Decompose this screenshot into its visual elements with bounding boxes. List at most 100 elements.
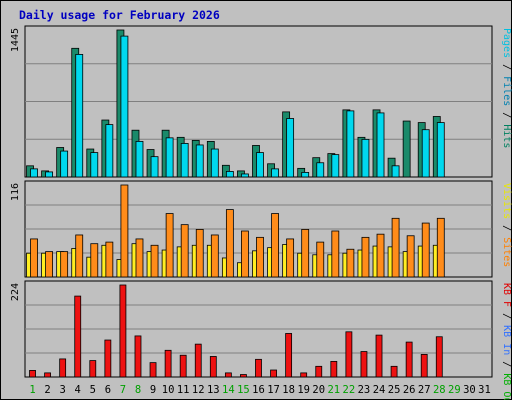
bar-kbf-day-3 (59, 358, 67, 378)
bar-sites-day-22 (346, 248, 355, 278)
legend-label-part: Hits (501, 124, 512, 148)
x-tick-label-day-2: 2 (44, 384, 50, 396)
ymax-label-kbf: 224 (10, 283, 21, 301)
bar-sites-day-7 (120, 184, 129, 278)
x-tick-label-day-17: 17 (267, 384, 280, 396)
bar-sites-day-27 (421, 222, 430, 278)
bar-kbf-day-27 (420, 354, 428, 378)
bar-files-day-16 (256, 152, 264, 178)
bar-kbf-day-14 (224, 372, 232, 378)
bar-kbf-day-10 (164, 349, 172, 378)
legend-label-kbf: KB F / KB In / KB Out (501, 283, 512, 400)
bar-sites-day-5 (90, 243, 99, 278)
bar-sites-day-3 (60, 251, 69, 278)
x-tick-label-day-4: 4 (75, 384, 81, 396)
bar-files-day-7 (120, 35, 129, 178)
bar-files-day-23 (361, 138, 370, 178)
x-tick-label-day-15: 15 (237, 384, 250, 396)
bar-kbf-day-17 (270, 369, 277, 378)
bar-files-day-6 (105, 124, 114, 178)
bar-sites-day-9 (150, 244, 159, 278)
bar-sites-day-8 (135, 238, 144, 278)
x-tick-label-day-23: 23 (358, 384, 371, 396)
bar-kbf-day-19 (300, 372, 308, 378)
panel-visits: 116 Visits / Sites (10, 180, 512, 278)
legend-label-part: / (501, 307, 512, 325)
bar-kbf-day-23 (360, 351, 368, 378)
x-tick-label-day-27: 27 (418, 384, 431, 396)
bar-sites-day-21 (331, 230, 340, 278)
bar-files-day-18 (286, 118, 295, 178)
bar-files-day-3 (60, 150, 69, 178)
bar-kbf-day-8 (134, 335, 142, 378)
x-tick-label-day-7: 7 (120, 384, 126, 396)
x-tick-label-day-18: 18 (282, 384, 295, 396)
legend-label-part: / (501, 355, 512, 373)
bar-files-day-14 (225, 171, 234, 178)
x-tick-label-day-25: 25 (388, 384, 401, 396)
bar-kbf-day-21 (330, 360, 338, 378)
legend-label-part: Visits (501, 183, 512, 219)
x-tick-label-day-11: 11 (177, 384, 190, 396)
bar-sites-day-12 (195, 229, 204, 278)
bar-kbf-day-18 (285, 333, 293, 378)
x-tick-label-day-9: 9 (150, 384, 156, 396)
bar-files-day-24 (376, 112, 385, 178)
bar-files-day-12 (195, 144, 204, 178)
legend-label-part: Pages (501, 28, 512, 58)
chart-title: Daily usage for February 2026 (19, 8, 220, 22)
x-tick-label-day-31: 31 (478, 384, 491, 396)
bar-kbf-day-6 (104, 339, 112, 378)
bar-kbf-day-13 (209, 356, 217, 378)
bar-kbf-day-11 (179, 354, 187, 378)
bar-sites-day-4 (75, 234, 84, 278)
bar-files-day-11 (180, 143, 189, 178)
bar-files-day-5 (90, 152, 99, 178)
legend-label-hits: Pages / Files / Hits (501, 28, 512, 148)
bar-files-day-25 (391, 165, 400, 178)
x-tick-label-day-29: 29 (448, 384, 461, 396)
legend-label-part: Sites (501, 237, 512, 267)
legend-label-part: KB Out (501, 373, 512, 400)
x-tick-label-day-14: 14 (222, 384, 235, 396)
x-tick-label-day-3: 3 (59, 384, 65, 396)
bar-sites-day-18 (286, 238, 295, 278)
bar-kbf-day-2 (44, 372, 51, 378)
legend-label-part: / (501, 219, 512, 237)
bar-files-day-13 (210, 148, 219, 178)
panel-kbf: 224 KB F / KB In / KB Out (10, 280, 512, 400)
bar-files-day-9 (150, 156, 159, 178)
legend-label-visits: Visits / Sites (501, 183, 512, 267)
x-tick-label-day-13: 13 (207, 384, 220, 396)
bar-files-day-2 (45, 171, 53, 178)
bar-files-day-10 (165, 137, 174, 178)
legend-label-part: KB F (501, 283, 512, 307)
bar-sites-day-10 (165, 213, 174, 278)
bar-sites-day-6 (105, 241, 114, 278)
legend-label-part: Files (501, 76, 512, 106)
x-tick-label-day-24: 24 (373, 384, 386, 396)
bar-files-day-20 (316, 162, 325, 178)
x-tick-label-day-28: 28 (433, 384, 446, 396)
bar-kbf-day-9 (149, 362, 157, 378)
x-tick-label-day-19: 19 (297, 384, 310, 396)
ymax-label-hits: 1445 (10, 28, 21, 52)
x-tick-label-day-12: 12 (192, 384, 205, 396)
x-tick-label-day-16: 16 (252, 384, 265, 396)
bar-hits-day-26 (402, 120, 411, 178)
x-tick-label-day-10: 10 (162, 384, 175, 396)
bar-sites-day-24 (376, 233, 385, 278)
bar-kbf-day-12 (194, 343, 202, 378)
legend-label-part: KB In (501, 325, 512, 355)
bar-kbf-day-4 (74, 295, 82, 378)
bar-files-day-22 (346, 110, 355, 178)
legend-label-part: / (501, 58, 512, 76)
bar-sites-day-14 (225, 209, 234, 278)
x-tick-label-day-30: 30 (463, 384, 476, 396)
bar-files-day-27 (421, 129, 430, 178)
bar-sites-day-23 (361, 236, 370, 278)
bar-sites-day-26 (406, 235, 415, 278)
x-tick-label-day-5: 5 (90, 384, 96, 396)
bar-kbf-day-25 (390, 365, 398, 378)
bar-kbf-day-15 (240, 374, 247, 378)
